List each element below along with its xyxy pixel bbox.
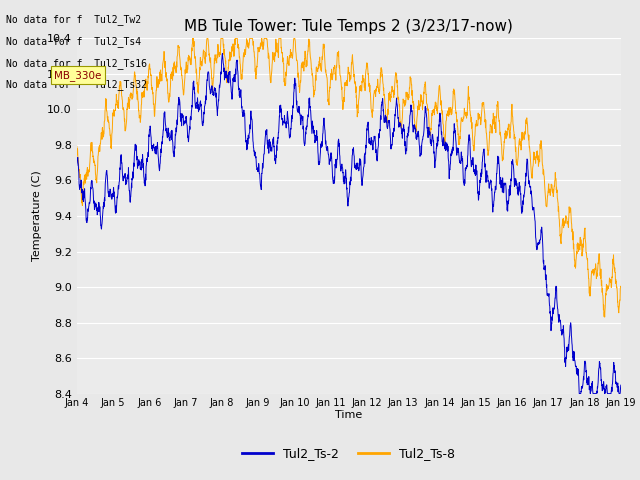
Text: No data for f  Tul2_Ts16: No data for f Tul2_Ts16 bbox=[6, 58, 147, 69]
Text: MB_330e: MB_330e bbox=[54, 70, 102, 81]
Title: MB Tule Tower: Tule Temps 2 (3/23/17-now): MB Tule Tower: Tule Temps 2 (3/23/17-now… bbox=[184, 20, 513, 35]
Text: No data for f  Tul2_Ts4: No data for f Tul2_Ts4 bbox=[6, 36, 141, 47]
Text: No data for f  Tul2_Tw2: No data for f Tul2_Tw2 bbox=[6, 14, 141, 25]
Legend: Tul2_Ts-2, Tul2_Ts-8: Tul2_Ts-2, Tul2_Ts-8 bbox=[237, 443, 460, 466]
Y-axis label: Temperature (C): Temperature (C) bbox=[31, 170, 42, 262]
X-axis label: Time: Time bbox=[335, 410, 362, 420]
Text: No data for f  Tul2_Ts32: No data for f Tul2_Ts32 bbox=[6, 79, 147, 90]
